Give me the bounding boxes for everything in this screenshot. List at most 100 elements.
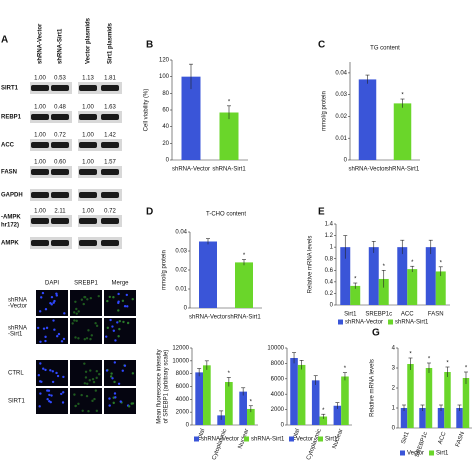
cell — [108, 404, 111, 407]
quant-label: 1.00 — [82, 105, 94, 111]
x-tick-label: shRNA-Sirt1 — [227, 315, 261, 321]
y-axis-label: mmol/g protein — [322, 91, 328, 131]
cell — [94, 389, 98, 392]
y-tick-label: 10000 — [267, 346, 284, 352]
cell — [39, 392, 42, 395]
panel-letter: D — [146, 207, 153, 218]
bar — [199, 241, 217, 308]
blot-band — [31, 240, 49, 246]
cell — [98, 373, 101, 376]
legend-swatch — [318, 436, 324, 442]
y-tick-label: 6000 — [176, 384, 190, 390]
cell — [85, 337, 89, 340]
x-tick-label: shRNA-Sirt1 — [212, 167, 246, 173]
quant-label: 0.53 — [54, 76, 66, 82]
bar — [419, 408, 426, 428]
row-label: SIRT1 — [1, 86, 19, 92]
quant-label: 0.72 — [104, 209, 116, 215]
significance-mark: * — [228, 371, 231, 377]
bar — [400, 408, 408, 428]
cell — [82, 302, 85, 306]
bar — [407, 269, 418, 305]
y-tick-label: 0.6 — [325, 268, 334, 274]
bar — [297, 364, 306, 425]
bar — [407, 364, 414, 428]
cell — [106, 299, 109, 303]
cell — [47, 389, 51, 392]
significance-mark: * — [409, 352, 412, 358]
row-label: SIRT1 — [8, 399, 26, 405]
blot-band — [79, 142, 97, 148]
panel-letter: A — [1, 35, 8, 46]
x-tick-label: shRNA-Vector — [189, 315, 227, 321]
cell — [131, 402, 135, 405]
significance-mark: * — [383, 264, 386, 270]
column-header: Merge — [111, 281, 129, 287]
y-tick-label: 0.04 — [335, 70, 347, 76]
quant-label: 1.00 — [34, 209, 46, 215]
cell — [112, 401, 115, 405]
y-tick-label: 60 — [162, 108, 169, 114]
y-tick-label: 1.4 — [325, 222, 334, 228]
bar — [247, 408, 255, 425]
significance-mark: * — [465, 366, 468, 372]
x-tick-label: Sirt1 — [401, 431, 411, 445]
cell — [87, 329, 90, 332]
x-tick-label: shRNA-Vector — [172, 167, 210, 173]
cell — [95, 324, 99, 328]
cell — [50, 394, 53, 397]
cell — [89, 369, 92, 372]
y-tick-label: 0.02 — [335, 114, 347, 120]
bar — [203, 365, 211, 425]
cell — [61, 401, 65, 404]
significance-mark: * — [228, 99, 231, 105]
cell — [73, 319, 76, 322]
legend-label: Sirt1 — [436, 451, 449, 457]
cell — [121, 369, 124, 372]
y-axis-label: Relative mRNA levels — [370, 359, 376, 417]
y-tick-label: 8000 — [176, 371, 190, 377]
cell — [118, 327, 121, 331]
bar — [195, 372, 203, 425]
cell — [97, 294, 100, 298]
blot-band — [79, 85, 97, 91]
quant-label: 0.60 — [54, 160, 66, 166]
panel-letter: E — [318, 207, 325, 218]
cell — [113, 361, 117, 364]
blot-band — [51, 240, 69, 246]
significance-mark: * — [243, 253, 246, 259]
cell — [85, 394, 89, 398]
cell — [44, 368, 47, 372]
blot-band — [101, 142, 119, 148]
cell — [131, 372, 135, 375]
x-tick-label: ACC — [438, 431, 448, 446]
y-tick-label: 40 — [162, 124, 169, 130]
x-tick-label: Sirt1 — [344, 312, 357, 318]
cell — [86, 382, 89, 385]
y-tick-label: 0 — [186, 423, 190, 429]
cell — [74, 336, 77, 339]
cell — [77, 402, 80, 406]
quant-label: 1.00 — [82, 209, 94, 215]
cell — [49, 369, 52, 372]
blot-band — [101, 218, 119, 224]
legend-label: shRNA-Vector — [201, 437, 239, 443]
y-tick-label: 0 — [392, 426, 396, 432]
row-label: GAPDH — [1, 193, 23, 199]
cell — [87, 410, 90, 413]
cell — [83, 382, 87, 385]
y-tick-label: 1.2 — [325, 233, 334, 239]
cell — [83, 337, 86, 341]
legend-swatch — [388, 319, 394, 325]
cell — [53, 328, 56, 331]
bar — [444, 372, 451, 428]
significance-mark: * — [322, 408, 325, 414]
lane-label: Sirt1 plasmids — [108, 22, 114, 64]
lane-label: shRNA-Vector — [38, 23, 44, 64]
legend-label: Sirt1 — [325, 437, 338, 443]
x-tick-label: Total — [291, 428, 301, 442]
quant-label: 1.81 — [104, 76, 116, 82]
y-tick-label: 0 — [344, 158, 348, 164]
cell — [117, 292, 120, 296]
cell — [40, 380, 43, 383]
